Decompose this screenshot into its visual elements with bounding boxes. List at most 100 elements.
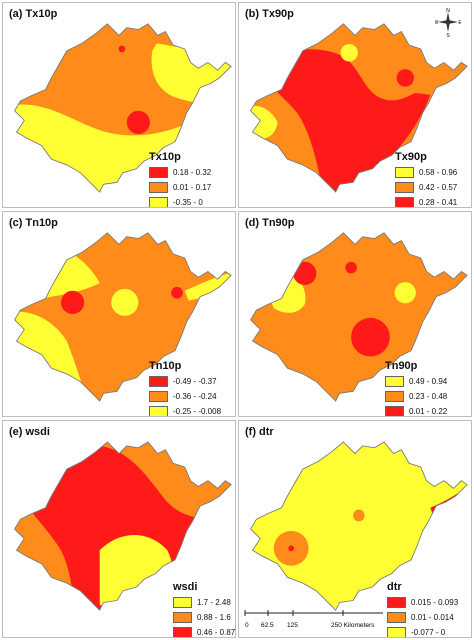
legend-swatch: [149, 182, 168, 193]
legend-title: dtr: [387, 581, 402, 593]
legend-label: 1.7 - 2.48: [197, 598, 231, 607]
map-tx90p: [250, 23, 468, 193]
legend-swatch: [387, 627, 406, 637]
zone: [184, 271, 232, 301]
east-label: E: [458, 20, 461, 26]
legend-item: 0.18 - 0.32: [149, 166, 211, 179]
panel-title: (a) Tx10p: [9, 8, 58, 20]
legend-item: 0.23 - 0.48: [385, 390, 447, 403]
legend-item: -0.36 - -0.24: [149, 390, 221, 403]
map-tx10p: [14, 23, 232, 193]
legend-swatch: [395, 197, 414, 207]
zone: [353, 509, 365, 522]
zone: [250, 106, 278, 139]
legend-label: -0.25 - -0.008: [173, 407, 222, 416]
legend-label: 0.46 - 0.87: [197, 628, 236, 637]
legend-swatch: [173, 597, 192, 608]
panel-b: (b) Tx90p N S W E Tx90p 0.58 - 0.96 0.42…: [238, 2, 472, 208]
legend-title: Tn90p: [385, 360, 418, 372]
panel-title: (d) Tn90p: [245, 217, 295, 229]
legend-label: 0.42 - 0.57: [419, 183, 458, 192]
panel-a: (a) Tx10p Tx10p 0.18 - 0.32 0.01 - 0.17 …: [2, 2, 236, 208]
legend-swatch: [395, 167, 414, 178]
zone: [61, 290, 85, 314]
legend-label: 0.18 - 0.32: [173, 168, 212, 177]
legend-swatch: [149, 391, 168, 402]
legend-swatch: [173, 612, 192, 623]
legend-label: 0.015 - 0.093: [411, 598, 459, 607]
legend-label: -0.49 - -0.37: [173, 377, 217, 386]
legend-label: 0.01 - 0.014: [411, 613, 454, 622]
legend-swatch: [387, 597, 406, 608]
legend-label: 0.23 - 0.48: [409, 392, 448, 401]
zone: [351, 317, 390, 357]
map-dtr: [250, 441, 468, 611]
legend-item: 0.58 - 0.96: [395, 166, 457, 179]
legend-swatch: [395, 182, 414, 193]
scale-tick-label: 0: [245, 622, 249, 629]
legend-item: 0.01 - 0.014: [387, 611, 458, 624]
panel-title: (c) Tn10p: [9, 217, 58, 229]
legend-swatch: [385, 376, 404, 387]
legend-label: 0.28 - 0.41: [419, 198, 458, 207]
legend-label: 0.01 - 0.22: [409, 407, 448, 416]
legend-title: Tn10p: [149, 360, 182, 372]
legend-item: -0.49 - -0.37: [149, 375, 221, 388]
legend-swatch: [385, 406, 404, 416]
scale-tick-label: 250 Kilometers: [331, 622, 375, 629]
zone: [111, 288, 139, 316]
zone: [345, 261, 357, 274]
zone: [14, 104, 232, 144]
scale-bar-graphic: 0 62.5 125 250 Kilometers: [244, 610, 383, 629]
legend-item: 0.88 - 1.6: [173, 611, 235, 624]
scale-tick-label: 62.5: [261, 622, 274, 629]
zone: [288, 545, 295, 552]
legend-item: -0.35 - 0: [149, 196, 211, 207]
map-wsdi: [14, 441, 232, 611]
panel-c: (c) Tn10p Tn10p -0.49 - -0.37 -0.36 - -0…: [2, 211, 236, 417]
panel-e: (e) wsdi wsdi 1.7 - 2.48 0.88 - 1.6 0.46…: [2, 420, 236, 638]
legend-swatch: [149, 167, 168, 178]
legend-label: -0.077 - 0: [411, 628, 446, 637]
north-label: N: [446, 8, 450, 14]
scale-bar: 0 62.5 125 250 Kilometers: [243, 607, 413, 631]
legend-swatch: [149, 406, 168, 416]
zone: [126, 110, 150, 134]
legend-item: 0.01 - 0.22: [385, 405, 448, 416]
legend: wsdi 1.7 - 2.48 0.88 - 1.6 0.46 - 0.87: [173, 581, 236, 637]
north-arrow-icon: N S W E: [435, 8, 461, 37]
legend-item: 1.7 - 2.48: [173, 596, 235, 609]
legend-item: 0.42 - 0.57: [395, 181, 457, 194]
panel-title: (f) dtr: [245, 426, 274, 438]
legend-swatch: [149, 376, 168, 387]
zone: [14, 445, 232, 611]
legend-item: 0.46 - 0.87: [173, 626, 236, 637]
legend-item: 0.01 - 0.17: [149, 181, 211, 194]
panel-d: (d) Tn90p Tn90p 0.49 - 0.94 0.23 - 0.48 …: [238, 211, 472, 417]
legend: dtr 0.015 - 0.093 0.01 - 0.014 -0.077 - …: [387, 581, 458, 637]
legend: Tx10p 0.18 - 0.32 0.01 - 0.17 -0.35 - 0: [149, 151, 211, 207]
legend-swatch: [385, 391, 404, 402]
zone: [293, 261, 317, 285]
legend-label: -0.36 - -0.24: [173, 392, 217, 401]
legend-item: -0.25 - -0.008: [149, 405, 222, 416]
legend-swatch: [173, 627, 192, 637]
legend-swatch: [387, 612, 406, 623]
legend-label: -0.35 - 0: [173, 198, 203, 207]
legend-item: -0.077 - 0: [387, 626, 458, 637]
zone: [394, 282, 416, 304]
legend-label: 0.58 - 0.96: [419, 168, 458, 177]
zone: [171, 286, 183, 299]
legend: Tx90p 0.58 - 0.96 0.42 - 0.57 0.28 - 0.4…: [395, 151, 458, 207]
zone: [118, 45, 126, 53]
panel-f: (f) dtr 0 62.5 125 250 Kilometers dtr 0.…: [238, 420, 472, 638]
south-label: S: [446, 33, 450, 37]
map-tn10p: [14, 232, 232, 402]
legend-item: 0.015 - 0.093: [387, 596, 458, 609]
legend-title: Tx10p: [149, 151, 181, 163]
legend-label: 0.49 - 0.94: [409, 377, 448, 386]
zone: [340, 44, 358, 62]
legend-title: wsdi: [173, 581, 198, 593]
zone: [396, 69, 414, 87]
scale-tick-label: 125: [287, 622, 298, 629]
